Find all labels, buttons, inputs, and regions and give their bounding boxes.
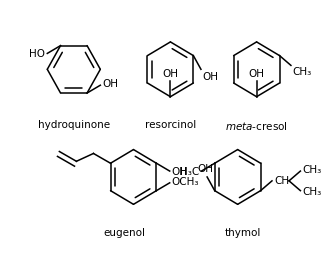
Text: $\it{meta}$-cresol: $\it{meta}$-cresol	[225, 120, 288, 132]
Text: H₃C: H₃C	[180, 167, 200, 177]
Text: eugenol: eugenol	[103, 228, 145, 238]
Text: CH₃: CH₃	[302, 165, 321, 175]
Text: OH: OH	[171, 167, 187, 177]
Text: OH: OH	[203, 72, 219, 82]
Text: OH: OH	[102, 79, 118, 89]
Text: CH: CH	[274, 176, 289, 186]
Text: OH: OH	[197, 164, 213, 174]
Text: OH: OH	[249, 69, 265, 79]
Text: thymol: thymol	[224, 228, 260, 238]
Text: OH: OH	[162, 69, 178, 79]
Text: OCH₃: OCH₃	[171, 177, 199, 187]
Text: HO: HO	[29, 49, 45, 59]
Text: CH₃: CH₃	[302, 187, 321, 197]
Text: resorcinol: resorcinol	[145, 120, 196, 130]
Text: hydroquinone: hydroquinone	[38, 120, 110, 130]
Text: CH₃: CH₃	[293, 67, 312, 77]
